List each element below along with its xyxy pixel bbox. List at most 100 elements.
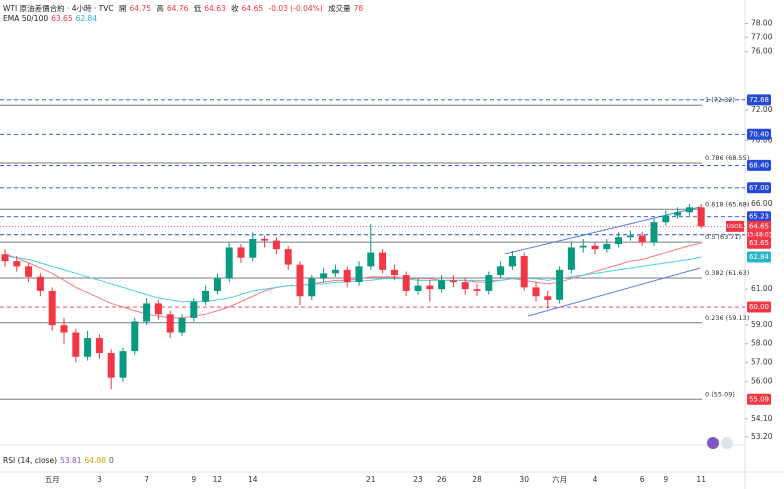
price-tag-label: 67.00 [749,184,769,192]
candle-body [603,244,611,250]
price-tag [747,237,771,249]
candle-body [626,235,634,238]
x-tick-label: 28 [472,475,482,484]
fib-label: 0.786 (68.55) [705,154,749,162]
ema-value: 62.84 [75,14,98,23]
y-tick-label: 77.00 [751,32,773,41]
y-tick-label: 59.00 [751,320,773,329]
price-tag [747,301,771,313]
x-tick-label: 14 [248,475,258,484]
candle-body [579,245,587,248]
candle-body [615,237,623,245]
candle-body [72,332,80,357]
fib-label: 0.382 (61.63) [705,269,749,277]
price-tag [747,251,771,263]
last-price-label: 64.65 [749,222,769,230]
symbol-tag [726,220,744,232]
candle-body [331,269,339,274]
price-tag [747,393,771,405]
ema-line [4,255,702,303]
candle-body [426,285,434,290]
candle-body [237,247,245,258]
candle-body [166,314,174,333]
value: 64.65 [241,4,264,13]
candle-body [284,249,292,265]
candle-body [685,207,693,213]
event-icon[interactable] [707,437,719,449]
y-tick-label: 53.20 [751,432,773,441]
candle-body [154,303,162,315]
value: 78 [353,4,364,13]
candle-body [650,222,658,243]
price-tag-label: 65.23 [749,213,769,221]
countdown: 03:48:03 [746,231,773,238]
candle-body [119,351,127,378]
candle-body [449,280,457,283]
candle-body [473,289,481,291]
x-tick-label: 9 [663,475,668,484]
price-tag [747,211,771,223]
x-tick-label: 五月 [45,475,60,484]
candle-body [178,317,186,333]
y-tick-label: 54.10 [751,414,773,423]
candle-body [320,273,328,279]
last-price-tag [747,220,771,240]
candle-body [438,280,446,290]
x-tick-label: 30 [519,475,529,484]
ema-label: EMA 50/100 [3,14,49,23]
fib-label: 1 (72.32) [705,96,735,104]
symbol: WTI 原油差價合約 · 4小時 · TVC [3,4,114,13]
candle-body [213,278,221,291]
x-tick-label: 11 [696,475,706,484]
candle-body [48,290,56,326]
candle-body [638,235,646,243]
candle-body [60,325,68,333]
candle-body [697,207,705,227]
price-tag-label: 62.84 [749,253,770,261]
label: 收 [231,4,239,13]
x-tick-label: 23 [413,475,423,484]
channel-upper [504,206,701,255]
candle-body [402,275,410,291]
value: 64.76 [166,4,189,13]
x-tick-label: 3 [97,475,102,484]
price-tag-label: 72.68 [749,96,769,104]
x-tick-label: 26 [437,475,447,484]
y-tick-label: 58.00 [751,339,773,348]
x-tick-label: 7 [144,475,149,484]
candle-body [567,247,575,270]
candle-body [591,245,599,250]
candle-body [367,252,375,267]
candle-body [1,254,9,262]
candle-body [662,215,670,223]
candle-body [131,321,139,352]
ema-value: 63.65 [51,14,73,23]
rsi-value: 0 [109,456,114,465]
candle-body [190,301,198,318]
candle-body [107,353,115,378]
flag-icon[interactable] [721,437,733,449]
fib-label: 0 (55.09) [705,390,735,398]
rsi-legend: RSI (14, close) 53.81 64.88 0 [3,456,117,465]
candle-body [674,212,682,216]
candle-body [225,247,233,279]
candle-body [379,252,387,270]
candle-body [13,261,21,267]
candle-body [520,256,528,288]
price-tag-label: 70.40 [749,130,769,138]
price-tag-label: 55.09 [749,395,769,403]
candle-body [343,269,351,283]
price-tag [747,182,771,194]
fib-label: 0.618 (65.68) [705,200,749,208]
candle-body [95,338,103,354]
label: 開 [119,4,127,13]
y-tick-label: 66.00 [751,199,773,208]
candle-body [508,256,516,267]
candle-body [25,266,33,277]
value: 64.63 [204,4,226,13]
candle-body [36,276,44,291]
candle-body [556,269,564,300]
candle-body [261,238,269,241]
price-tag [747,159,771,171]
